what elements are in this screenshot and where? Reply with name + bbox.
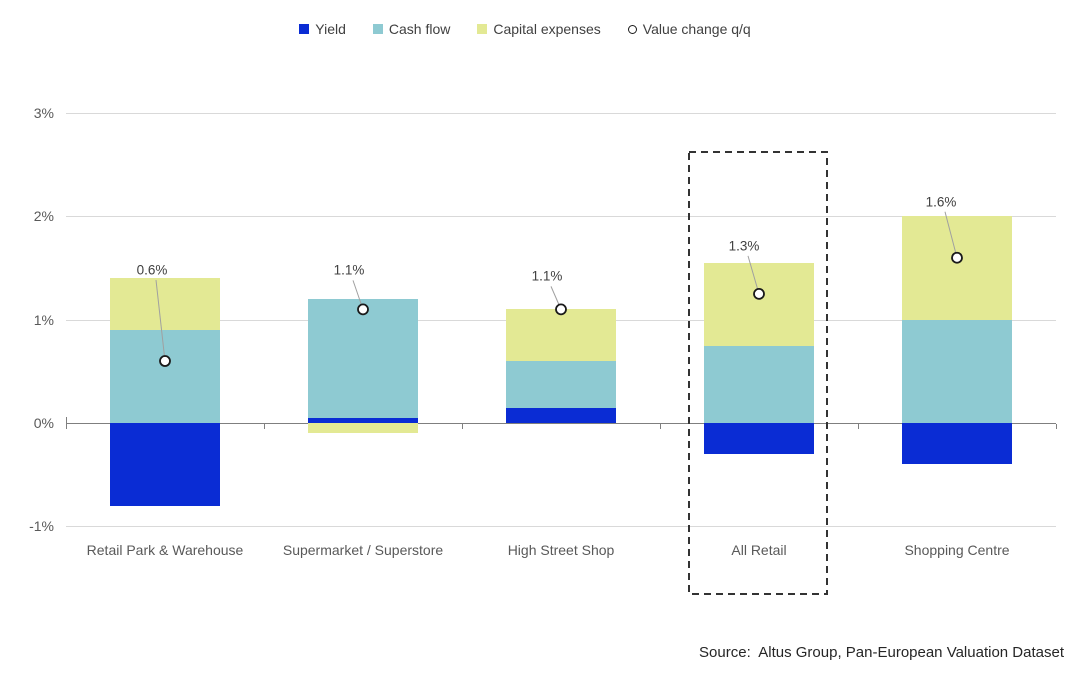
value-change-label: 1.1% — [531, 268, 563, 284]
value-change-label: 1.3% — [728, 238, 760, 254]
value-change-label: 1.6% — [925, 194, 957, 210]
axis-tick — [660, 424, 661, 429]
chart-legend: Yield Cash flow Capital expenses Value c… — [0, 21, 1050, 37]
legend-label-value-change: Value change q/q — [642, 21, 751, 37]
bar-segment-yield — [506, 407, 616, 423]
bar-segment-cash-flow — [902, 319, 1012, 423]
bar-segment-cash-flow — [308, 299, 418, 418]
y-axis-tick-label: 2% — [33, 208, 54, 225]
yield-swatch-icon — [299, 24, 310, 34]
axis-tick — [462, 424, 463, 429]
bar-segment-capital-expenses — [506, 309, 616, 361]
legend-label-capital-expenses: Capital expenses — [493, 21, 601, 37]
bar-segment-capital-expenses — [704, 262, 814, 346]
axis-tick — [66, 424, 67, 429]
axis-tick — [858, 424, 859, 429]
category-label: Retail Park & Warehouse — [86, 542, 244, 558]
bar-segment-capital-expenses — [110, 278, 220, 331]
gridline — [66, 113, 1056, 115]
axis-tick — [66, 417, 67, 423]
legend-label-yield: Yield — [315, 21, 346, 37]
bar-segment-yield — [704, 423, 814, 454]
axis-tick — [1056, 424, 1057, 429]
value-change-label: 0.6% — [136, 262, 168, 278]
bar-segment-cash-flow — [506, 361, 616, 408]
legend-label-cash-flow: Cash flow — [388, 21, 451, 37]
bar-segment-yield — [902, 423, 1012, 465]
gridline — [66, 216, 1056, 218]
y-axis-tick-label: 1% — [33, 311, 54, 328]
value-change-label: 1.1% — [333, 262, 365, 278]
zero-gridline — [66, 423, 1056, 424]
legend-item-value-change: Value change q/q — [627, 21, 751, 37]
bar-segment-cash-flow — [110, 330, 220, 423]
legend-item-cash-flow: Cash flow — [372, 21, 451, 37]
cash-flow-swatch-icon — [372, 24, 383, 34]
y-axis-tick-label: 3% — [33, 105, 54, 122]
bar-segment-yield — [110, 423, 220, 506]
value-change-marker-icon — [627, 24, 637, 34]
bar-segment-capital-expenses — [308, 423, 418, 434]
gridline — [66, 526, 1056, 528]
y-axis-tick-label: -1% — [29, 518, 54, 535]
bar-segment-capital-expenses — [902, 216, 1012, 320]
data-label-leader-line — [550, 286, 562, 310]
y-axis-tick-label: 0% — [33, 415, 54, 431]
category-label: All Retail — [731, 542, 787, 558]
category-label: Shopping Centre — [904, 542, 1010, 558]
legend-item-yield: Yield — [299, 21, 346, 37]
category-label: Supermarket / Superstore — [282, 542, 444, 558]
bar-segment-cash-flow — [704, 345, 814, 423]
bar-segment-yield — [308, 417, 418, 423]
axis-tick — [264, 424, 265, 429]
legend-item-capital-expenses: Capital expenses — [477, 21, 601, 37]
source-note: Source: Altus Group, Pan-European Valuat… — [699, 644, 1064, 661]
capital-expenses-swatch-icon — [477, 24, 488, 34]
category-label: High Street Shop — [507, 542, 615, 558]
